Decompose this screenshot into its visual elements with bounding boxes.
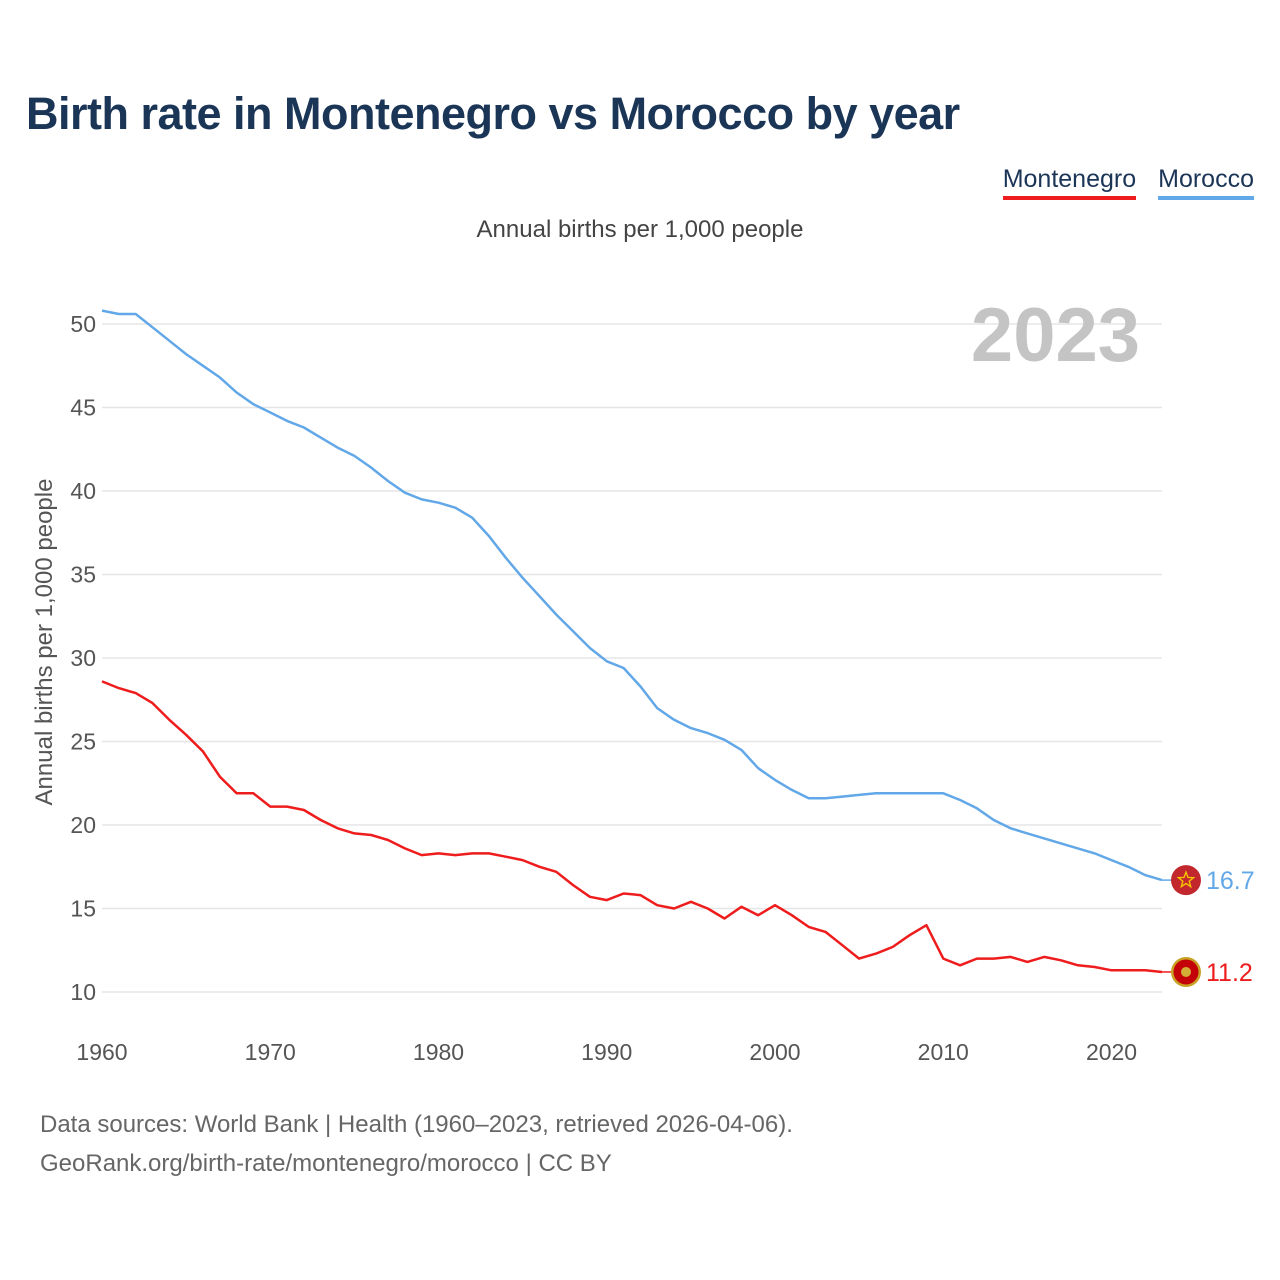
x-tick-label: 1990: [581, 1039, 632, 1065]
y-axis-label: Annual births per 1,000 people: [31, 479, 58, 806]
x-tick-label: 1960: [76, 1039, 127, 1065]
chart-title: Birth rate in Montenegro vs Morocco by y…: [26, 88, 960, 139]
series-line-montenegro: [101, 680, 1163, 974]
x-axis-ticks: 1960 1970 1980 1990 2000 2010 2020: [76, 1039, 1137, 1065]
y-tick-label: 10: [70, 979, 96, 1005]
y-tick-label: 25: [70, 729, 96, 755]
y-tick-label: 20: [70, 812, 96, 838]
y-tick-label: 40: [70, 478, 96, 504]
x-tick-label: 2010: [918, 1039, 969, 1065]
y-tick-label: 50: [70, 311, 96, 337]
gridlines: [102, 323, 1162, 993]
y-tick-label: 15: [70, 896, 96, 922]
y-tick-label: 45: [70, 395, 96, 421]
x-tick-label: 1970: [245, 1039, 296, 1065]
series-lines: [101, 309, 1163, 974]
footer: Data sources: World Bank | Health (1960–…: [40, 1105, 793, 1183]
legend: Montenegro Morocco: [1002, 165, 1254, 200]
x-tick-label: 2000: [749, 1039, 800, 1065]
end-value-label-morocco: 16.7: [1206, 867, 1255, 895]
x-tick-label: 1980: [413, 1039, 464, 1065]
footer-attribution[interactable]: GeoRank.org/birth-rate/montenegro/morocc…: [40, 1150, 612, 1177]
legend-morocco[interactable]: Morocco: [1158, 165, 1254, 200]
end-value-label-montenegro: 11.2: [1206, 959, 1253, 987]
morocco-flag-icon: [1171, 865, 1201, 896]
series-line-morocco: [101, 309, 1163, 882]
x-tick-label: 2020: [1086, 1039, 1137, 1065]
y-tick-label: 35: [70, 562, 96, 588]
flag-star: [1176, 870, 1196, 889]
end-markers: 16.7 11.2: [1162, 865, 1255, 987]
flag-emblem: [1181, 966, 1191, 977]
year-watermark: 2023: [971, 293, 1140, 378]
footer-sources: Data sources: World Bank | Health (1960–…: [40, 1111, 793, 1138]
chart-subtitle: Annual births per 1,000 people: [476, 216, 804, 243]
y-tick-label: 30: [70, 645, 96, 671]
y-axis-ticks: 10 15 20 25 30 35 40 45 50: [70, 311, 96, 1005]
flag-field: [1171, 865, 1201, 896]
montenegro-flag-icon: [1171, 956, 1201, 987]
legend-montenegro[interactable]: Montenegro: [1002, 165, 1137, 200]
